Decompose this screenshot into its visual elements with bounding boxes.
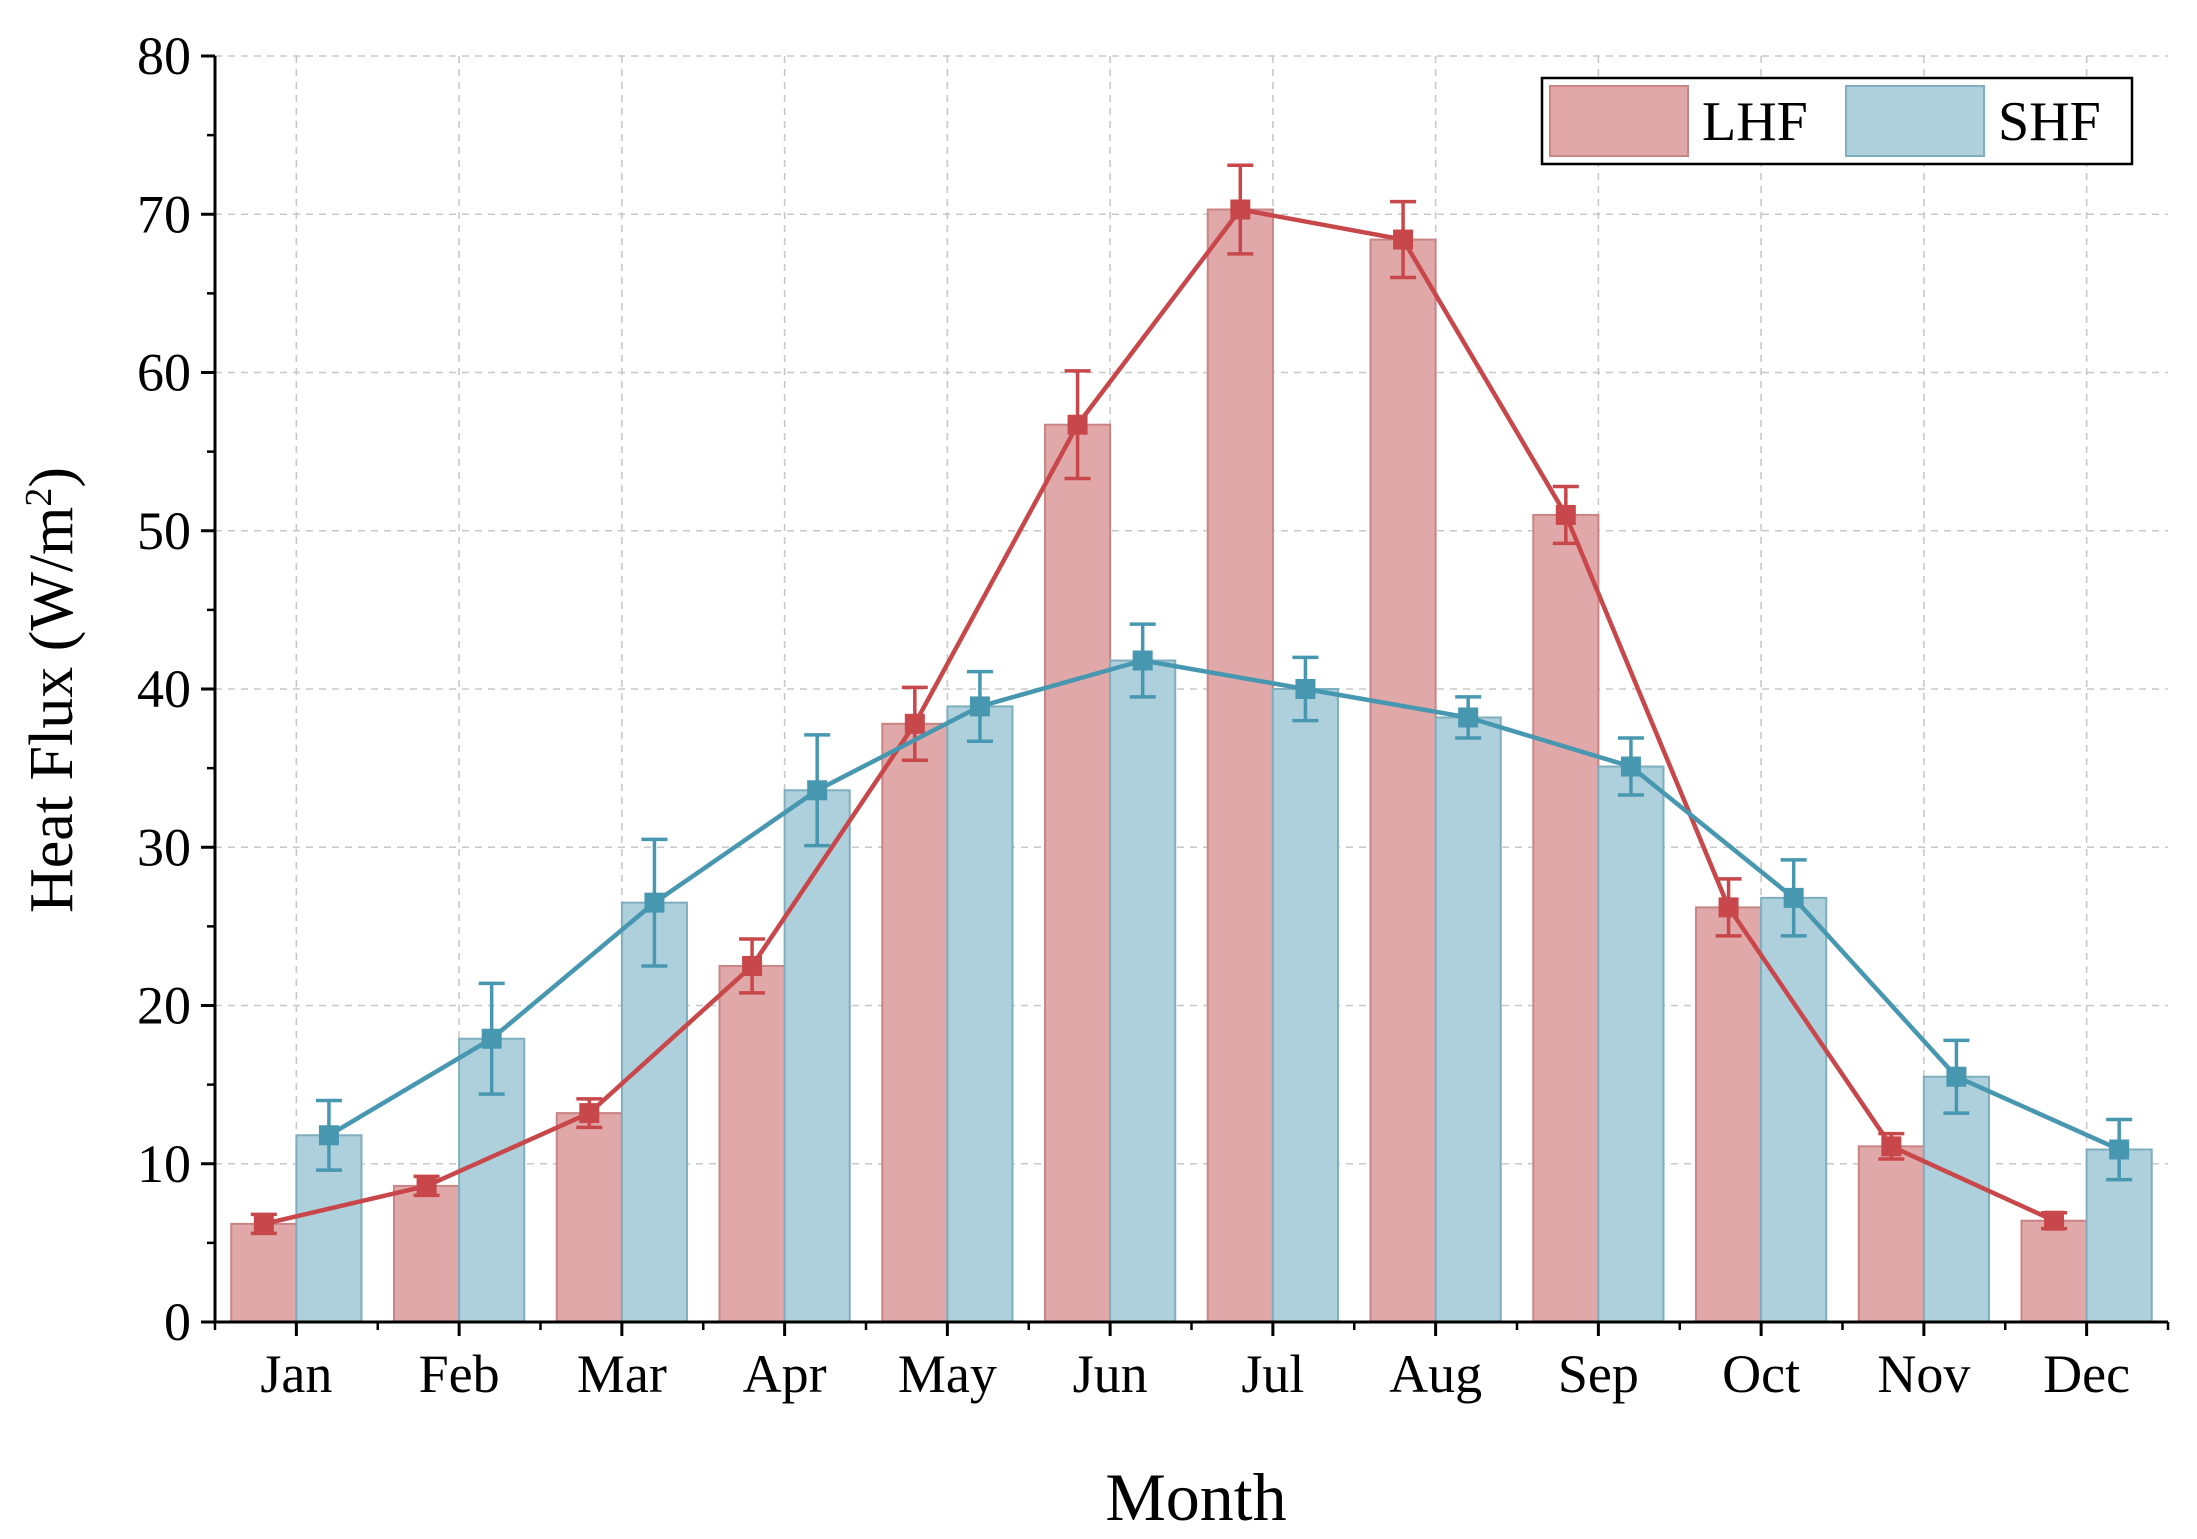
y-tick-label: 80 (137, 26, 191, 86)
marker-shf-nov (1946, 1066, 1967, 1087)
bar-lhf-jan (230, 1222, 298, 1324)
marker-lhf-jun (1067, 414, 1088, 435)
x-tick-label: Jul (1241, 1344, 1304, 1404)
bar-lhf-may (881, 722, 949, 1323)
y-tick-label: 30 (137, 817, 191, 877)
marker-lhf-oct (1718, 897, 1739, 918)
bar-lhf-feb (393, 1184, 461, 1324)
x-tick-label: Nov (1877, 1344, 1970, 1404)
x-tick-label: Jan (260, 1344, 332, 1404)
x-tick-label: Dec (2043, 1344, 2130, 1404)
marker-lhf-apr (742, 955, 763, 976)
x-tick-label: Jun (1073, 1344, 1148, 1404)
marker-lhf-may (904, 713, 925, 734)
legend-swatch-lhf (1549, 85, 1689, 157)
y-tick-label: 0 (164, 1292, 191, 1352)
bar-shf-aug (1434, 716, 1502, 1323)
marker-lhf-mar (579, 1103, 600, 1124)
bar-lhf-sep (1532, 513, 1600, 1323)
legend-swatch-shf (1845, 85, 1985, 157)
y-tick-label: 70 (137, 184, 191, 244)
bar-shf-sep (1597, 765, 1665, 1323)
lines-layer (250, 163, 2133, 1236)
y-axis-title: Heat Flux (W/m2) (18, 467, 86, 913)
marker-shf-jun (1132, 650, 1153, 671)
y-tick-label: 50 (137, 501, 191, 561)
line-lhf (263, 207, 2056, 1227)
y-tick-label: 10 (137, 1134, 191, 1194)
bar-shf-nov (1922, 1075, 1990, 1324)
marker-lhf-jul (1230, 199, 1251, 220)
legend-label-lhf: LHF (1702, 91, 1808, 153)
bar-shf-apr (783, 789, 851, 1323)
bar-lhf-nov (1857, 1145, 1925, 1324)
marker-shf-may (969, 696, 990, 717)
marker-shf-mar (644, 892, 665, 913)
axes-layer: 0 10 20 30 40 50 60 70 80 Jan Feb Mar Apr May Jun Jul Au… (137, 26, 2170, 1404)
bar-lhf-apr (718, 964, 786, 1323)
y-tick-label: 40 (137, 659, 191, 719)
legend: LHF SHF (1540, 76, 2134, 166)
x-tick-label: Mar (577, 1344, 667, 1404)
bar-shf-jun (1109, 659, 1177, 1323)
y-axis-title-close: ) (18, 467, 86, 488)
y-axis-title-superscript: 2 (18, 488, 60, 507)
marker-lhf-aug (1393, 229, 1414, 250)
bar-lhf-mar (555, 1112, 623, 1323)
x-tick-label: Apr (743, 1344, 827, 1404)
bar-shf-may (946, 705, 1014, 1323)
marker-shf-oct (1783, 887, 1804, 908)
marker-shf-jan (318, 1125, 339, 1146)
bar-shf-oct (1760, 896, 1828, 1323)
bar-lhf-aug (1369, 238, 1437, 1324)
bar-shf-jul (1271, 688, 1339, 1323)
line-shf (327, 658, 2121, 1152)
x-tick-label: May (898, 1344, 997, 1404)
marker-lhf-feb (416, 1175, 437, 1196)
x-tick-label: Oct (1722, 1344, 1800, 1404)
x-tick-label: Aug (1389, 1344, 1482, 1404)
legend-label-shf: SHF (1998, 91, 2101, 153)
y-tick-label: 60 (137, 343, 191, 403)
y-axis-title-main: Heat Flux (W/m (18, 507, 86, 913)
x-axis-title: Month (1105, 1459, 1286, 1535)
bar-lhf-oct (1695, 906, 1763, 1323)
bar-lhf-jun (1044, 423, 1112, 1324)
marker-shf-jul (1295, 679, 1316, 699)
x-tick-label: Sep (1558, 1344, 1639, 1404)
bars-layer (230, 208, 2153, 1324)
bar-lhf-dec (2020, 1219, 2088, 1323)
marker-lhf-sep (1555, 504, 1576, 525)
marker-shf-apr (807, 780, 828, 801)
marker-shf-sep (1620, 756, 1641, 777)
marker-shf-dec (2109, 1139, 2130, 1160)
marker-shf-feb (481, 1028, 502, 1049)
bar-lhf-jul (1206, 208, 1274, 1324)
marker-lhf-jan (253, 1213, 274, 1234)
marker-lhf-nov (1881, 1136, 1902, 1157)
marker-lhf-dec (2044, 1210, 2065, 1231)
y-tick-label: 20 (137, 976, 191, 1036)
x-tick-label: Feb (419, 1344, 500, 1404)
marker-shf-aug (1458, 707, 1479, 728)
